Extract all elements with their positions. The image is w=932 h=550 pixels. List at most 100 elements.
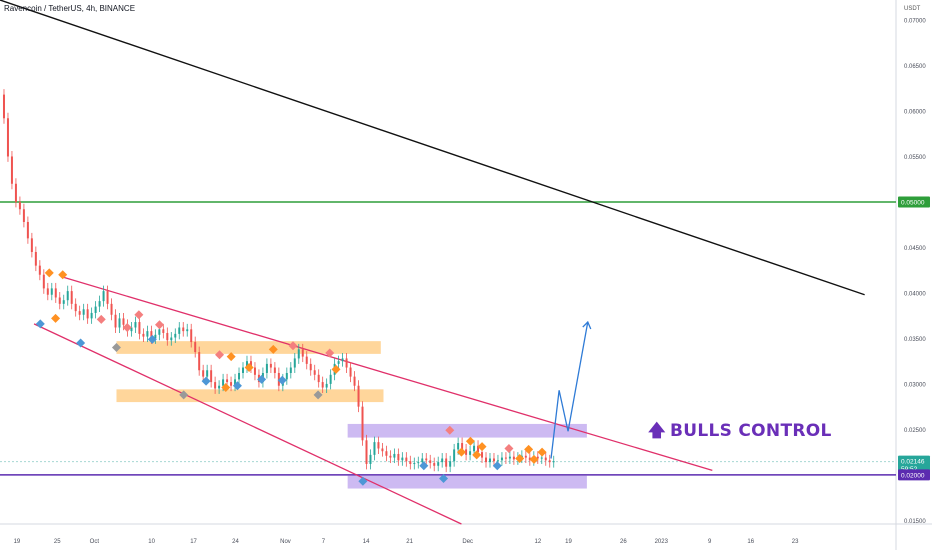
candle-body <box>321 382 324 388</box>
price-label-box <box>898 469 930 481</box>
candle-body <box>186 329 189 332</box>
x-tick-label: 7 <box>322 539 326 545</box>
signal-marker <box>221 383 231 393</box>
signal-marker <box>529 454 539 464</box>
candle-body <box>82 309 85 315</box>
candle-body <box>110 303 113 315</box>
candle-body <box>30 238 33 252</box>
candle-body <box>78 311 81 315</box>
candle-body <box>457 443 460 450</box>
y-tick-label: 0.05500 <box>904 155 926 161</box>
signal-marker <box>268 344 278 354</box>
candle-body <box>150 331 153 339</box>
candle-body <box>381 448 384 452</box>
candle-body <box>14 183 17 202</box>
candle-body <box>488 458 491 463</box>
signal-marker <box>244 363 254 373</box>
candle-body <box>70 291 73 304</box>
candle-body <box>528 457 531 461</box>
candle-body <box>524 455 527 458</box>
price-label-text: 0.05000 <box>901 199 925 206</box>
bulls-control-annotation: 🡅 BULLS CONTROL <box>648 418 832 447</box>
candle-body <box>477 445 480 453</box>
candle-body <box>469 451 472 455</box>
axis-currency-label: USDT <box>904 6 921 12</box>
signal-marker <box>154 320 164 330</box>
candle-body <box>417 462 420 464</box>
candle-body <box>536 456 539 459</box>
candle-body <box>253 367 256 375</box>
signal-marker <box>215 350 225 360</box>
signal-marker <box>226 352 236 362</box>
candle-body <box>206 370 209 377</box>
candle-body <box>329 374 332 384</box>
signal-marker <box>358 476 368 486</box>
candle-body <box>301 349 304 357</box>
annotation-text: BULLS CONTROL <box>670 421 832 441</box>
signal-marker <box>504 443 514 453</box>
signal-marker <box>96 314 106 324</box>
candle-body <box>182 327 185 332</box>
candle-body <box>6 118 9 157</box>
candle-body <box>18 201 21 210</box>
signal-marker <box>51 313 61 323</box>
candle-body <box>62 300 65 304</box>
candle-body <box>405 457 408 462</box>
x-tick-label: 25 <box>54 539 61 545</box>
candle-body <box>158 329 161 335</box>
candle-body <box>309 363 312 371</box>
candle-body <box>317 374 320 383</box>
x-tick-label: 9 <box>708 539 712 545</box>
signal-marker <box>492 461 502 471</box>
price-label-box <box>898 196 930 208</box>
candle-body <box>222 379 225 386</box>
candle-body <box>293 358 296 368</box>
candle-body <box>433 463 436 466</box>
signal-marker <box>58 270 68 280</box>
candle-body <box>305 356 308 364</box>
candle-body <box>242 367 245 373</box>
candle-body <box>548 460 551 463</box>
candle-body <box>58 297 61 304</box>
signal-marker <box>313 390 323 400</box>
y-tick-label: 0.03000 <box>904 382 926 388</box>
candle-body <box>214 382 217 389</box>
candle-body <box>230 382 233 386</box>
candle-body <box>2 94 5 119</box>
candle-body <box>409 461 412 464</box>
candle-body <box>385 451 388 456</box>
signal-marker <box>456 447 466 457</box>
candle-body <box>552 461 555 463</box>
candle-body <box>10 156 13 184</box>
x-tick-label: 16 <box>747 539 754 545</box>
candle-body <box>401 457 404 461</box>
price-label-box <box>898 455 930 474</box>
candle-body <box>174 333 177 338</box>
candle-body <box>397 453 400 461</box>
y-tick-label: 0.02500 <box>904 428 926 434</box>
y-tick-label: 0.04500 <box>904 246 926 252</box>
signal-marker <box>111 343 121 353</box>
candle-body <box>94 306 97 313</box>
candle-body <box>461 443 464 450</box>
price-zone <box>116 389 384 403</box>
signal-marker <box>277 375 287 385</box>
candle-body <box>437 462 440 466</box>
candle-body <box>234 379 237 386</box>
candle-body <box>238 372 241 380</box>
candle-body <box>38 265 41 275</box>
candle-body <box>46 288 49 295</box>
candle-body <box>492 458 495 462</box>
candle-body <box>138 322 141 334</box>
candle-body <box>54 288 57 298</box>
y-tick-label: 0.01500 <box>904 519 926 525</box>
candle-body <box>142 333 145 337</box>
candle-body <box>540 457 543 459</box>
candle-body <box>202 370 205 377</box>
candle-body <box>166 332 169 341</box>
x-tick-label: 10 <box>148 539 155 545</box>
price-zone <box>347 423 587 438</box>
candle-body <box>162 329 165 333</box>
